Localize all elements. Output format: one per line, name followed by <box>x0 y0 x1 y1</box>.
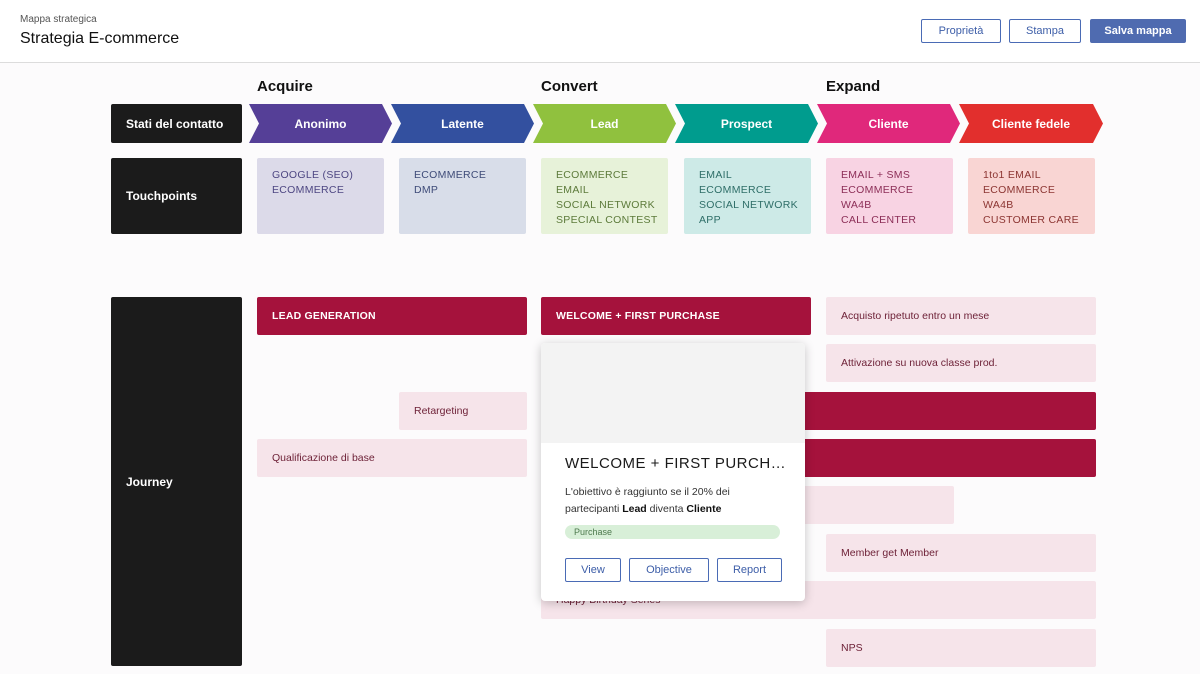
journey-attivazione[interactable]: Attivazione su nuova classe prod. <box>826 344 1096 382</box>
popup-desc-lead: Lead <box>622 503 647 515</box>
touchpoint-item: 1to1 EMAIL <box>983 169 1041 181</box>
popup-desc-text: L'obiettivo è raggiunto se il 20% dei pa… <box>565 486 730 515</box>
touchpoint-item: ECOMMERCE <box>414 169 487 181</box>
popup-description: L'obiettivo è raggiunto se il 20% dei pa… <box>565 484 785 518</box>
state-label: Anonimo <box>294 116 347 131</box>
stage-group-acquire: Acquire <box>257 78 313 95</box>
touchpoint-item: ECOMMERCE <box>556 169 629 181</box>
touchpoints-cliente-fedele[interactable]: 1to1 EMAIL ECOMMERCE WA4B CUSTOMER CARE <box>968 158 1095 234</box>
state-label: Latente <box>441 116 484 131</box>
journey-detail-popup: WELCOME + FIRST PURCHA... L'obiettivo è … <box>541 343 805 601</box>
journey-member-get-member[interactable]: Member get Member <box>826 534 1096 572</box>
popup-view-button[interactable]: View <box>565 558 621 582</box>
touchpoint-item: EMAIL <box>699 169 733 181</box>
breadcrumb: Mappa strategica <box>20 14 97 25</box>
state-prospect[interactable]: Prospect <box>675 104 818 143</box>
top-bar: Mappa strategica Strategia E-commerce Pr… <box>0 0 1200 63</box>
popup-objective-button[interactable]: Objective <box>629 558 709 582</box>
page-title: Strategia E-commerce <box>20 30 180 47</box>
state-cliente[interactable]: Cliente <box>817 104 960 143</box>
journey-retargeting[interactable]: Retargeting <box>399 392 527 430</box>
row-label-touchpoints: Touchpoints <box>111 158 242 234</box>
touchpoint-item: SPECIAL CONTEST <box>556 214 658 226</box>
row-label-journey: Journey <box>111 297 242 666</box>
state-label: Cliente fedele <box>991 116 1071 131</box>
popup-desc-cliente: Cliente <box>686 503 722 515</box>
journey-nps[interactable]: NPS <box>826 629 1096 667</box>
touchpoint-item: SOCIAL NETWORK <box>556 199 655 211</box>
journey-lead-generation[interactable]: LEAD GENERATION <box>257 297 527 335</box>
touchpoint-item: GOOGLE (SEO) <box>272 169 354 181</box>
state-lead[interactable]: Lead <box>533 104 676 143</box>
touchpoints-lead[interactable]: ECOMMERCE EMAIL SOCIAL NETWORK SPECIAL C… <box>541 158 668 234</box>
state-latente[interactable]: Latente <box>391 104 534 143</box>
touchpoint-item: ECOMMERCE <box>272 184 345 196</box>
touchpoint-item: EMAIL + SMS <box>841 169 911 181</box>
stage-group-convert: Convert <box>541 78 598 95</box>
journey-acquisto-ripetuto[interactable]: Acquisto ripetuto entro un mese <box>826 297 1096 335</box>
touchpoint-item: SOCIAL NETWORK <box>699 199 798 211</box>
row-label-states: Stati del contatto <box>111 104 242 143</box>
touchpoint-item: ECOMMERCE <box>699 184 772 196</box>
state-cliente-fedele[interactable]: Cliente fedele <box>959 104 1103 143</box>
touchpoint-item: CUSTOMER CARE <box>983 214 1079 226</box>
popup-tag-purchase: Purchase <box>565 525 780 539</box>
touchpoints-anonimo[interactable]: GOOGLE (SEO) ECOMMERCE <box>257 158 384 234</box>
state-label: Prospect <box>720 116 773 131</box>
touchpoint-item: DMP <box>414 184 439 196</box>
touchpoints-cliente[interactable]: EMAIL + SMS ECOMMERCE WA4B CALL CENTER <box>826 158 953 234</box>
popup-image-placeholder <box>541 343 805 443</box>
stage-group-expand: Expand <box>826 78 881 95</box>
popup-desc-text: diventa <box>646 503 687 515</box>
touchpoint-item: APP <box>699 214 721 226</box>
touchpoints-prospect[interactable]: EMAIL ECOMMERCE SOCIAL NETWORK APP <box>684 158 811 234</box>
save-map-button[interactable]: Salva mappa <box>1090 19 1186 43</box>
properties-button[interactable]: Proprietà <box>921 19 1001 43</box>
popup-title: WELCOME + FIRST PURCHA... <box>565 455 787 472</box>
state-label: Cliente <box>868 116 909 131</box>
touchpoint-item: CALL CENTER <box>841 214 917 226</box>
touchpoint-item: EMAIL <box>556 184 590 196</box>
touchpoint-item: ECOMMERCE <box>983 184 1056 196</box>
touchpoint-item: WA4B <box>841 199 872 211</box>
journey-welcome-first-purchase[interactable]: WELCOME + FIRST PURCHASE <box>541 297 811 335</box>
state-label: Lead <box>590 116 619 131</box>
touchpoint-item: ECOMMERCE <box>841 184 914 196</box>
print-button[interactable]: Stampa <box>1009 19 1081 43</box>
state-anonimo[interactable]: Anonimo <box>249 104 392 143</box>
touchpoints-latente[interactable]: ECOMMERCE DMP <box>399 158 526 234</box>
popup-report-button[interactable]: Report <box>717 558 782 582</box>
journey-qualificazione[interactable]: Qualificazione di base <box>257 439 527 477</box>
touchpoint-item: WA4B <box>983 199 1014 211</box>
